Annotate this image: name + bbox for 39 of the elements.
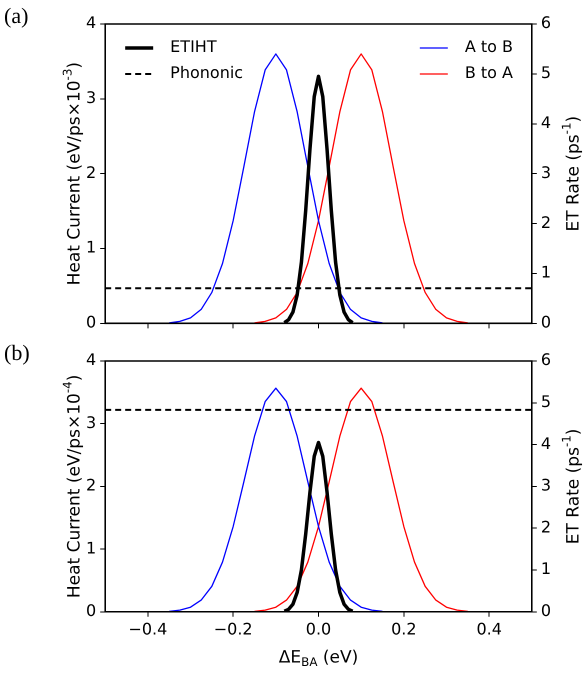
y2-tick-label: 5: [540, 63, 552, 82]
y2-tick-label: 0: [540, 600, 552, 620]
y-tick-label: 3: [86, 412, 96, 432]
y-tick-label: 1: [86, 538, 96, 558]
y-tick-label: 0: [86, 600, 96, 620]
chart-title: (a): [4, 2, 28, 28]
y2-tick-label: 5: [540, 392, 552, 411]
y2-tick-label: 6: [540, 350, 552, 370]
y-tick-label: 1: [86, 238, 96, 257]
x-tick-label: 0.4: [476, 620, 502, 639]
x-tick-label: 0.0: [306, 620, 332, 639]
legend-label: Phononic: [170, 63, 244, 82]
y2-tick-label: 3: [540, 162, 552, 182]
y-axis-title: Heat Current (eV/ps×10-4): [60, 374, 84, 598]
y2-tick-label: 0: [540, 312, 552, 332]
y2-tick-label: 2: [540, 212, 552, 232]
y2-tick-label: 3: [540, 476, 552, 495]
y-tick-label: 2: [86, 476, 96, 495]
y-tick-label: 0: [86, 312, 96, 332]
y-tick-label: 2: [86, 162, 96, 182]
y2-tick-label: 6: [540, 13, 552, 32]
y2-tick-label: 1: [540, 559, 552, 578]
y-tick-label: 3: [86, 88, 96, 108]
x-tick-label: −0.2: [214, 620, 253, 639]
x-tick-label: 0.2: [391, 620, 417, 639]
chart-title: (b): [4, 340, 30, 365]
y-tick-label: 4: [86, 350, 96, 370]
y-tick-label: 4: [86, 13, 96, 32]
legend-label: A to B: [464, 37, 513, 56]
y2-axis-title: ET Rate (ps-1): [559, 428, 584, 544]
y-axis-title: Heat Current (eV/ps×10-3): [60, 62, 84, 286]
y2-tick-label: 4: [540, 434, 552, 453]
y2-tick-label: 2: [540, 517, 552, 536]
y2-tick-label: 4: [540, 112, 552, 132]
y2-axis-title: ET Rate (ps-1): [559, 116, 584, 232]
legend-label: B to A: [464, 63, 514, 82]
legend-label: ETIHT: [170, 37, 217, 56]
x-tick-label: −0.4: [128, 620, 168, 639]
y2-tick-label: 1: [540, 262, 552, 282]
